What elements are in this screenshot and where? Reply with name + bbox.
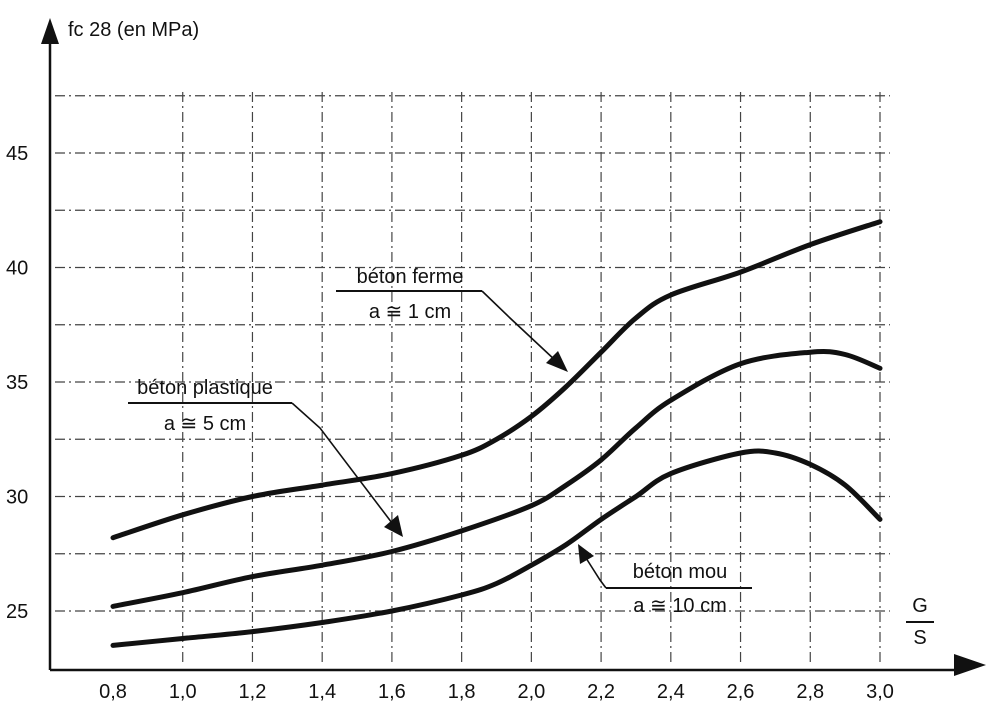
x-tick-label: 1,8 <box>448 681 476 703</box>
label-plastique: béton plastique <box>137 377 273 399</box>
series-beton-ferme <box>110 219 883 541</box>
x-tick-label: 0,8 <box>99 681 127 703</box>
x-tick-label: 2,2 <box>587 681 615 703</box>
x-tick-label: 2,4 <box>657 681 685 703</box>
leader-arrows <box>291 290 607 589</box>
leader-mou-head <box>578 544 594 564</box>
x-tick-label: 1,6 <box>378 681 406 703</box>
x-axis-arrow <box>954 654 986 676</box>
y-tick-label: 30 <box>6 487 28 509</box>
leader-ferme-head <box>546 351 568 372</box>
leader-mou <box>585 557 607 589</box>
x-tick-label: 2,6 <box>727 681 755 703</box>
x-tick-label: 2,8 <box>796 681 824 703</box>
series-beton-plastique <box>110 349 883 609</box>
x-tick-label: 1,0 <box>169 681 197 703</box>
y-tick-label: 45 <box>6 143 28 165</box>
x-axis-label-denominator: S <box>913 627 926 649</box>
x-axis-label: G S <box>906 595 934 649</box>
leader-ferme <box>481 290 557 362</box>
leader-plastique-head <box>384 515 403 537</box>
series-labels: béton ferme a ≅ 1 cm béton plastique a ≅… <box>128 266 752 617</box>
sublabel-mou: a ≅ 10 cm <box>633 595 726 617</box>
x-tick-label: 2,0 <box>517 681 545 703</box>
sublabel-ferme: a ≅ 1 cm <box>369 301 451 323</box>
tick-labels: 0,8 1,0 1,2 1,4 1,6 1,8 2,0 2,2 2,4 2,6 2,8 3,0 25 30… <box>6 143 894 703</box>
y-tick-label: 40 <box>6 258 28 280</box>
y-tick-label: 25 <box>6 601 28 623</box>
series <box>110 219 883 648</box>
axes <box>41 18 986 676</box>
sublabel-plastique: a ≅ 5 cm <box>164 413 246 435</box>
y-axis-label: fc 28 (en MPa) <box>68 19 199 41</box>
x-axis-label-numerator: G <box>912 595 928 617</box>
x-tick-label: 3,0 <box>866 681 894 703</box>
x-tick-label: 1,4 <box>308 681 336 703</box>
leader-plastique <box>291 402 393 524</box>
label-mou: béton mou <box>633 561 728 583</box>
y-tick-label: 35 <box>6 372 28 394</box>
y-axis-arrow <box>41 18 59 44</box>
series-beton-mou <box>110 448 883 648</box>
label-ferme: béton ferme <box>357 266 464 288</box>
x-tick-label: 1,2 <box>239 681 267 703</box>
